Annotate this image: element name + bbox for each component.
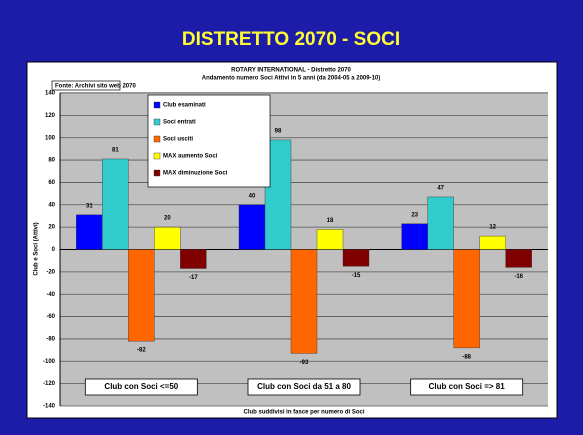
y-tick-label: 60 <box>48 180 55 186</box>
legend-box <box>147 94 271 188</box>
legend-swatch <box>153 101 161 109</box>
bar <box>316 229 344 250</box>
data-label: 18 <box>327 218 334 224</box>
chart-title: ROTARY INTERNATIONAL - Distretto 2070 <box>231 68 351 74</box>
category-box <box>247 378 361 396</box>
y-tick-label: -20 <box>46 269 55 275</box>
data-label: -17 <box>189 275 198 281</box>
y-tick-label: 20 <box>48 225 55 231</box>
bar <box>427 196 454 250</box>
data-label: 12 <box>489 225 496 231</box>
y-axis-label: Club e Soci (Attivi) <box>34 222 40 275</box>
data-label: -82 <box>137 348 146 354</box>
data-label: 31 <box>86 203 93 209</box>
bar <box>401 223 428 250</box>
y-tick-label: -60 <box>46 314 55 320</box>
bar <box>453 249 480 349</box>
y-tick-label: 120 <box>45 113 56 119</box>
bar <box>128 249 155 342</box>
legend-label: MAX aumento Soci <box>163 154 218 160</box>
bar <box>342 249 370 267</box>
x-tick-label: Club con Soci <=50 <box>104 382 178 391</box>
y-tick-label: 80 <box>48 158 55 164</box>
category-box <box>84 378 198 396</box>
data-label: 23 <box>411 212 418 218</box>
data-label: -88 <box>462 354 471 360</box>
y-tick-label: -80 <box>46 337 55 343</box>
x-axis-label: Club suddivisi in fasce per numero di So… <box>243 410 364 416</box>
legend-label: Club esaminati <box>163 103 206 109</box>
source: Fonte: Archivi sito web 2070 <box>55 84 136 90</box>
bar <box>479 235 506 250</box>
bar <box>505 249 532 268</box>
data-label: -93 <box>300 360 309 366</box>
chart-subtitle: Andamento numero Soci Attivi in 5 anni (… <box>202 76 381 82</box>
bar <box>180 249 207 269</box>
source-box <box>51 80 121 91</box>
data-label: -15 <box>352 273 361 279</box>
data-label: 98 <box>275 129 282 135</box>
y-tick-label: -40 <box>46 292 55 298</box>
legend-swatch <box>153 135 161 143</box>
y-tick-label: 0 <box>52 247 56 253</box>
data-label: 81 <box>112 148 119 154</box>
category-box <box>410 378 524 396</box>
y-tick-label: 40 <box>48 202 55 208</box>
legend-swatch <box>153 169 161 177</box>
legend-swatch <box>153 118 161 126</box>
slide-title: DISTRETTO 2070 - SOCI <box>182 29 400 50</box>
data-label: 47 <box>437 186 444 192</box>
legend-label: MAX diminuzione Soci <box>163 171 228 177</box>
y-tick-label: 100 <box>45 135 56 141</box>
data-label: -16 <box>514 274 523 280</box>
y-tick-label: -100 <box>43 359 56 365</box>
bar <box>290 249 318 354</box>
y-tick-label: -140 <box>43 404 56 410</box>
data-label: 40 <box>249 193 256 199</box>
bar <box>102 158 129 250</box>
x-tick-label: Club con Soci da 51 a 80 <box>257 382 351 391</box>
legend-label: Soci usciti <box>163 137 193 143</box>
x-tick-label: Club con Soci => 81 <box>429 382 506 391</box>
bar <box>238 204 266 250</box>
legend-label: Soci entrati <box>163 120 196 126</box>
legend-swatch <box>153 152 161 160</box>
y-tick-label: 140 <box>45 91 56 97</box>
bar <box>76 214 103 250</box>
y-tick-label: -120 <box>43 381 56 387</box>
bar <box>154 226 181 250</box>
data-label: 20 <box>164 216 171 222</box>
